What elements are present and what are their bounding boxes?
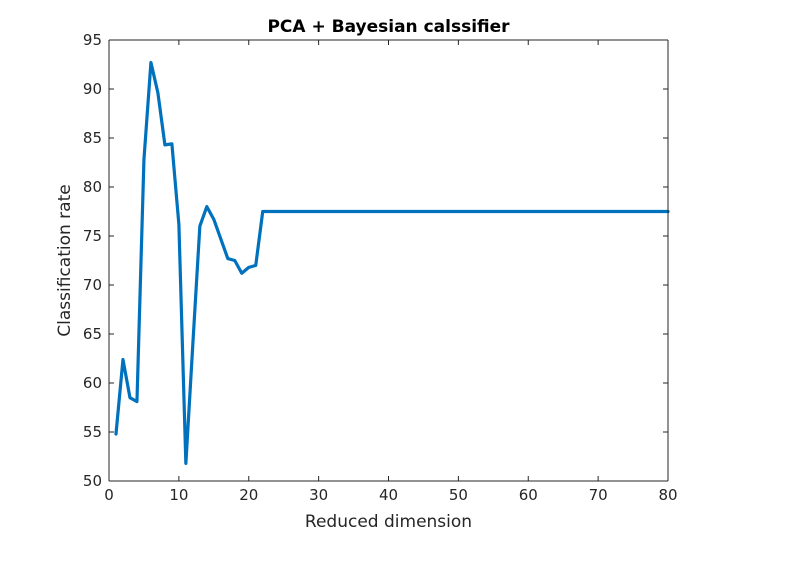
y-tick-label: 85 [83,129,102,147]
plot-area [109,40,668,481]
x-axis-label: Reduced dimension [305,512,472,532]
y-tick-label: 90 [83,80,102,98]
ticks-layer: 0 10 20 30 40 50 60 70 80 50 55 60 65 70 75 80 85 90 95 [83,31,678,504]
x-tick-label: 70 [589,486,608,504]
chart-title: PCA + Bayesian calssifier [267,17,510,37]
x-tick-label: 30 [309,486,328,504]
y-tick-label: 75 [83,227,102,245]
x-tick-label: 80 [658,486,677,504]
y-tick-label: 55 [83,423,102,441]
y-tick-label: 70 [83,276,102,294]
y-tick-label: 50 [83,472,102,490]
y-tick-label: 80 [83,178,102,196]
x-tick-label: 50 [449,486,468,504]
series-layer [114,60,670,465]
y-tick-label: 95 [83,31,102,49]
x-tick-label: 10 [169,486,188,504]
x-tick-label: 0 [104,486,114,504]
y-tick-label: 65 [83,325,102,343]
x-tick-label: 20 [239,486,258,504]
series-line-1 [114,60,670,465]
x-tick-label: 40 [379,486,398,504]
x-tick-label: 60 [519,486,538,504]
y-axis-label: Classification rate [55,184,75,336]
y-tick-label: 60 [83,374,102,392]
